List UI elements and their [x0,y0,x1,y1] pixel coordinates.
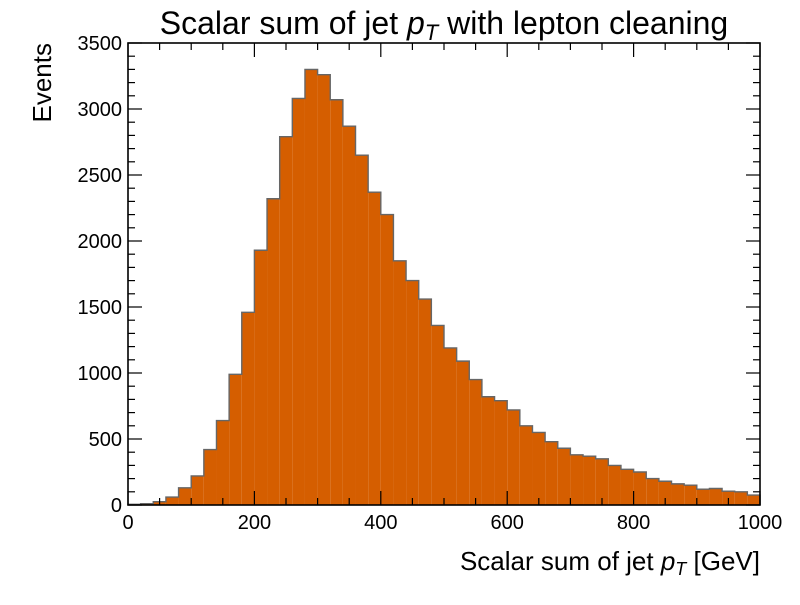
histogram-bar [519,425,533,505]
histogram-bar [254,250,268,505]
x-axis-label-symbol: p [660,546,675,576]
histogram-bar [608,465,621,505]
histogram-bar [507,409,520,505]
histogram-bar [747,495,760,505]
chart-title: Scalar sum of jet pT with lepton cleanin… [160,5,728,45]
chart-title-after: with lepton cleaning [438,5,728,41]
y-tick-label: 3500 [78,33,123,55]
axis-tick-labels: 0 200 400 600 800 1000 0 500 1000 1500 2000 2500 300… [78,33,783,534]
x-tick-label: 800 [617,512,650,534]
histogram-bar [545,441,558,505]
histogram-bar [317,74,331,506]
histogram-bar [709,488,723,505]
axis-ticks [127,42,761,506]
histogram-bar [355,155,369,505]
histogram-outline [127,68,761,506]
histogram-bar [469,379,482,505]
histogram-bar [734,491,748,505]
x-tick-label: 600 [491,512,524,534]
x-tick-label: 400 [364,512,397,534]
histogram-bars [128,69,760,506]
histogram-bar [368,192,381,505]
histogram-bar [481,396,495,505]
histogram-bar [165,497,179,505]
chart-title-symbol: p [406,5,425,41]
x-axis-label-before: Scalar sum of jet [460,546,661,576]
histogram-bar [671,483,685,505]
histogram-bar [406,280,419,505]
histogram-bar [696,489,710,505]
x-tick-label: 0 [122,512,133,534]
histogram-bar [267,198,280,505]
histogram-bar [595,458,609,505]
histogram-bar [304,69,318,506]
histogram-bar [178,487,192,505]
x-axis-label-after: [GeV] [686,546,760,576]
x-axis-label: Scalar sum of jet pT [GeV] [460,546,760,579]
histogram-bar [216,420,230,505]
histogram-bar [494,400,508,505]
x-axis-label-subscript: T [675,559,688,579]
histogram-bar [203,449,217,505]
y-tick-label: 3000 [78,99,123,121]
histogram-bar [456,361,470,505]
histogram-bar [444,347,457,505]
y-tick-label: 0 [111,495,122,517]
histogram-bar [646,478,659,505]
histogram-bar [633,472,647,505]
y-axis-label: Events [27,43,57,123]
y-tick-label: 2000 [78,231,123,253]
histogram-bar [557,448,571,505]
histogram-bar [191,475,204,505]
histogram-bar [570,454,584,505]
histogram-bar [279,136,293,505]
y-tick-label: 1500 [78,297,123,319]
histogram-bar [658,481,672,505]
chart-title-subscript: T [425,20,440,45]
y-tick-label: 1000 [78,363,123,385]
histogram-bar [684,485,697,505]
histogram-bar [229,374,242,505]
x-tick-label: 1000 [738,512,783,534]
y-tick-label: 2500 [78,165,123,187]
y-tick-label: 500 [89,429,122,451]
histogram-bar [431,325,444,505]
histogram-bar [532,432,546,505]
histogram-bar [393,260,407,505]
x-tick-label: 200 [238,512,271,534]
histogram-bar [380,214,394,505]
histogram-bar [342,126,356,505]
histogram-bar [292,98,305,505]
chart-title-before: Scalar sum of jet [160,5,407,41]
histogram-bar [330,99,343,505]
histogram-bar [583,456,596,505]
histogram-bar [241,312,255,505]
histogram-bar [620,469,634,505]
histogram-bar [418,299,432,505]
